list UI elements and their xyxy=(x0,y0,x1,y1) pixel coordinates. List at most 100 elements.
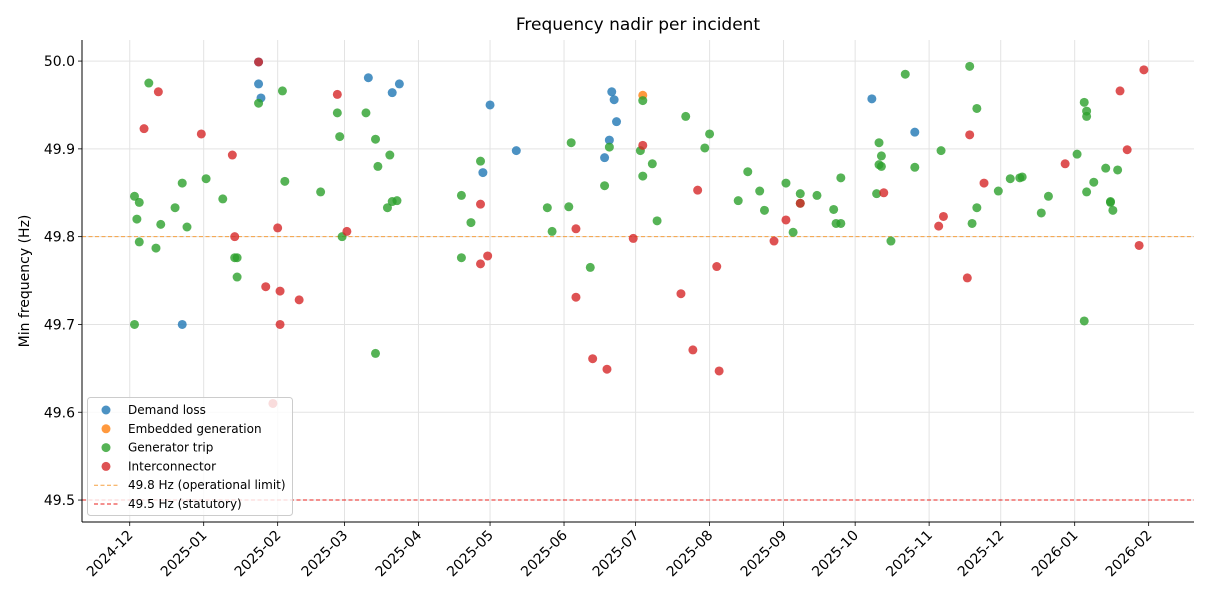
point-generator-trip xyxy=(652,216,662,226)
point-generator-trip xyxy=(755,186,765,196)
point-generator-trip xyxy=(132,214,142,224)
point-generator-trip xyxy=(456,253,466,263)
point-generator-trip xyxy=(1079,97,1089,107)
point-interconnector xyxy=(196,129,206,139)
legend-label: Interconnector xyxy=(128,459,216,473)
point-interconnector xyxy=(781,215,791,225)
point-interconnector xyxy=(588,354,598,364)
x-tick-label: 2025-05 xyxy=(444,528,497,581)
point-generator-trip xyxy=(280,176,290,186)
y-tick-label: 49.6 xyxy=(44,405,75,421)
point-interconnector xyxy=(879,188,889,198)
point-interconnector xyxy=(714,366,724,376)
point-generator-trip xyxy=(277,86,287,96)
point-demand-loss xyxy=(604,135,614,145)
x-tick-label: 2025-08 xyxy=(664,528,717,581)
point-interconnector xyxy=(602,364,612,374)
y-tick-label: 50.0 xyxy=(44,54,75,70)
point-generator-trip xyxy=(759,205,769,215)
x-tick-label: 2026-02 xyxy=(1103,528,1156,581)
x-tick-label: 2025-10 xyxy=(809,528,862,581)
y-axis-label: Min frequency (Hz) xyxy=(17,215,33,348)
data-points xyxy=(129,57,1149,408)
point-generator-trip xyxy=(182,222,192,232)
point-generator-trip xyxy=(876,151,886,161)
point-generator-trip xyxy=(936,146,946,156)
point-generator-trip xyxy=(564,202,574,212)
point-generator-trip xyxy=(788,227,798,237)
point-generator-trip xyxy=(681,111,691,121)
y-tick-label: 49.7 xyxy=(44,317,75,333)
point-generator-trip xyxy=(638,171,648,181)
point-generator-trip xyxy=(781,178,791,188)
point-demand-loss xyxy=(607,87,617,97)
point-generator-trip xyxy=(647,159,657,169)
x-tick-label: 2025-12 xyxy=(955,528,1008,581)
y-tick-label: 49.8 xyxy=(44,230,75,246)
point-generator-trip xyxy=(900,69,910,79)
point-interconnector xyxy=(1122,145,1132,155)
point-generator-trip xyxy=(144,78,154,88)
point-generator-trip xyxy=(733,196,743,206)
point-demand-loss xyxy=(485,100,495,110)
x-tick-label: 2025-11 xyxy=(883,528,936,581)
point-demand-loss xyxy=(609,95,619,105)
y-tick-label: 49.9 xyxy=(44,142,75,158)
point-generator-trip xyxy=(547,226,557,236)
point-generator-trip xyxy=(967,218,977,228)
point-generator-trip xyxy=(1072,149,1082,159)
point-interconnector xyxy=(273,223,283,233)
point-generator-trip xyxy=(371,348,381,358)
point-interconnector xyxy=(795,198,805,208)
point-generator-trip xyxy=(332,108,342,118)
point-interconnector xyxy=(342,226,352,236)
point-generator-trip xyxy=(812,190,822,200)
point-interconnector xyxy=(227,150,237,160)
point-generator-trip xyxy=(170,203,180,213)
x-tick-label: 2025-07 xyxy=(590,528,643,581)
point-interconnector xyxy=(979,178,989,188)
point-generator-trip xyxy=(836,173,846,183)
point-generator-trip xyxy=(604,142,614,152)
point-interconnector xyxy=(254,57,264,67)
point-demand-loss xyxy=(867,94,877,104)
point-generator-trip xyxy=(1082,111,1092,121)
x-tick-label: 2026-01 xyxy=(1029,528,1082,581)
point-generator-trip xyxy=(1105,197,1115,207)
point-interconnector xyxy=(712,262,722,272)
point-interconnector xyxy=(483,251,493,261)
point-generator-trip xyxy=(700,143,710,153)
point-interconnector xyxy=(938,211,948,221)
point-generator-trip xyxy=(638,96,648,106)
point-interconnector xyxy=(638,140,648,150)
point-generator-trip xyxy=(795,189,805,199)
point-generator-trip xyxy=(1113,165,1123,175)
point-generator-trip xyxy=(1005,174,1015,184)
point-generator-trip xyxy=(743,167,753,177)
point-interconnector xyxy=(261,282,271,292)
point-interconnector xyxy=(1139,65,1149,75)
point-generator-trip xyxy=(254,98,264,108)
point-interconnector xyxy=(332,89,342,99)
x-tick-label: 2025-09 xyxy=(738,528,791,581)
point-generator-trip xyxy=(705,129,715,139)
point-generator-trip xyxy=(476,156,486,166)
point-generator-trip xyxy=(829,204,839,214)
point-generator-trip xyxy=(232,253,242,263)
y-tick-label: 49.5 xyxy=(44,493,75,509)
x-tick-label: 2025-06 xyxy=(518,527,571,580)
point-generator-trip xyxy=(316,187,326,197)
point-generator-trip xyxy=(965,61,975,71)
legend-marker xyxy=(101,424,111,434)
point-interconnector xyxy=(962,273,972,283)
x-tick-label: 2025-02 xyxy=(232,528,285,581)
point-generator-trip xyxy=(373,161,383,171)
point-interconnector xyxy=(769,236,779,246)
point-demand-loss xyxy=(254,79,264,89)
point-generator-trip xyxy=(600,181,610,191)
point-generator-trip xyxy=(456,190,466,200)
point-generator-trip xyxy=(392,196,402,206)
x-tick-label: 2025-01 xyxy=(158,528,211,581)
legend-marker xyxy=(101,461,111,471)
